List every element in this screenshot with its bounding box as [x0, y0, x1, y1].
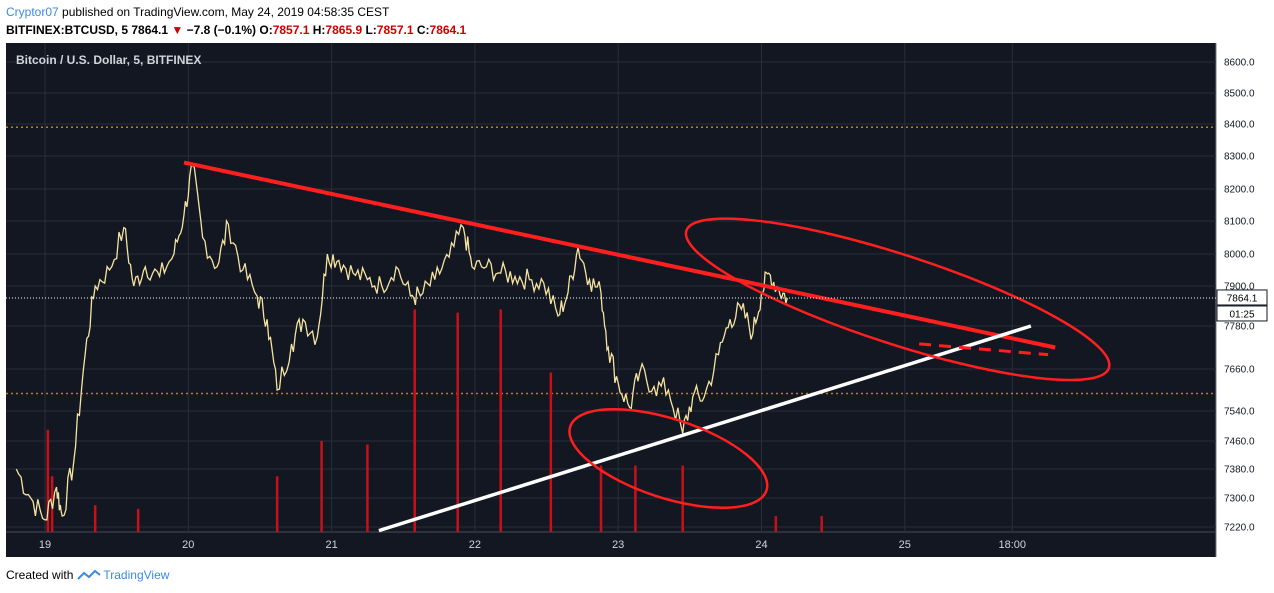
time-tick-label: 20 [182, 539, 194, 551]
horizontal-levels [6, 126, 1216, 395]
created-with-label: Created with [6, 568, 74, 582]
close-label: C: [416, 23, 430, 37]
price-series-line [15, 165, 788, 521]
last-price: 7864.1 [131, 23, 169, 37]
price-tag-value: 7864.1 [1227, 293, 1258, 304]
price-chart[interactable]: 8600.0 8500.0 8400.0 8300.0 8200.0 8100.0 8000… [6, 43, 1268, 557]
price-tick-label: 7380.0 [1224, 465, 1255, 476]
price-tick-label: 7220.0 [1224, 523, 1255, 534]
price-tick-label: 7460.0 [1224, 437, 1255, 448]
highlight-ellipse [568, 407, 769, 510]
price-tick-label: 8600.0 [1224, 58, 1255, 69]
price-tick-label: 8100.0 [1224, 217, 1255, 228]
price-tag: 7864.1 01:25 [1216, 289, 1268, 322]
chart-title: Bitcoin / U.S. Dollar, 5, BITFINEX [16, 53, 201, 67]
open-label: O: [259, 23, 273, 37]
close-value: 7864.1 [429, 23, 467, 37]
price-tick-label: 8300.0 [1224, 152, 1255, 163]
price-tick-label: 8200.0 [1224, 185, 1255, 196]
time-tick-label: 19 [39, 539, 51, 551]
price-tick-label: 8000.0 [1224, 250, 1255, 261]
author-link[interactable]: Cryptor07 [6, 5, 59, 19]
price-tick-label: 8500.0 [1224, 89, 1255, 100]
time-tick-label: 25 [899, 539, 911, 551]
footer: Created with TradingView [6, 568, 169, 582]
publish-info: Cryptor07 published on TradingView.com, … [6, 5, 389, 19]
price-tick-label: 7900.0 [1224, 282, 1255, 293]
time-ticks: 19 20 21 22 23 24 25 18:00 [39, 539, 1026, 551]
price-tick-label: 8400.0 [1224, 120, 1255, 131]
time-tick-label: 21 [325, 539, 337, 551]
dashed-trendline [919, 342, 1049, 357]
symbol-info: BITFINEX:BTCUSD, 5 7864.1 ▼ −7.8 (−0.1%)… [6, 23, 466, 37]
time-tick-label: 24 [755, 539, 767, 551]
open-value: 7857.1 [272, 23, 310, 37]
price-tick-label: 7540.0 [1224, 407, 1255, 418]
tradingview-logo-icon [77, 569, 101, 580]
price-tick-label: 7780.0 [1224, 322, 1255, 333]
time-tick-label: 23 [612, 539, 624, 551]
grid [6, 43, 1216, 532]
down-arrow-icon: ▼ [171, 23, 184, 37]
low-value: 7857.1 [376, 23, 414, 37]
price-tick-label: 7300.0 [1224, 494, 1255, 505]
price-ticks: 8600.0 8500.0 8400.0 8300.0 8200.0 8100.0 8000… [1224, 58, 1255, 534]
price-change: −7.8 (−0.1%) [186, 23, 257, 37]
highlight-ellipse [684, 217, 1111, 382]
symbol-label: BITFINEX:BTCUSD, 5 [6, 23, 129, 37]
time-tick-label: 22 [469, 539, 481, 551]
high-label: H: [312, 23, 326, 37]
tradingview-brand[interactable]: TradingView [103, 568, 170, 582]
time-tick-label: 18:00 [999, 539, 1027, 551]
low-label: L: [365, 23, 377, 37]
drawings [183, 160, 1111, 533]
resistance-trendline [183, 160, 1056, 350]
price-tick-label: 7660.0 [1224, 365, 1255, 376]
support-trendline [378, 324, 1032, 533]
high-value: 7865.9 [325, 23, 363, 37]
published-text: published on TradingView.com, May 24, 20… [58, 5, 390, 19]
plot-background [6, 43, 1216, 557]
countdown: 01:25 [1229, 309, 1254, 320]
